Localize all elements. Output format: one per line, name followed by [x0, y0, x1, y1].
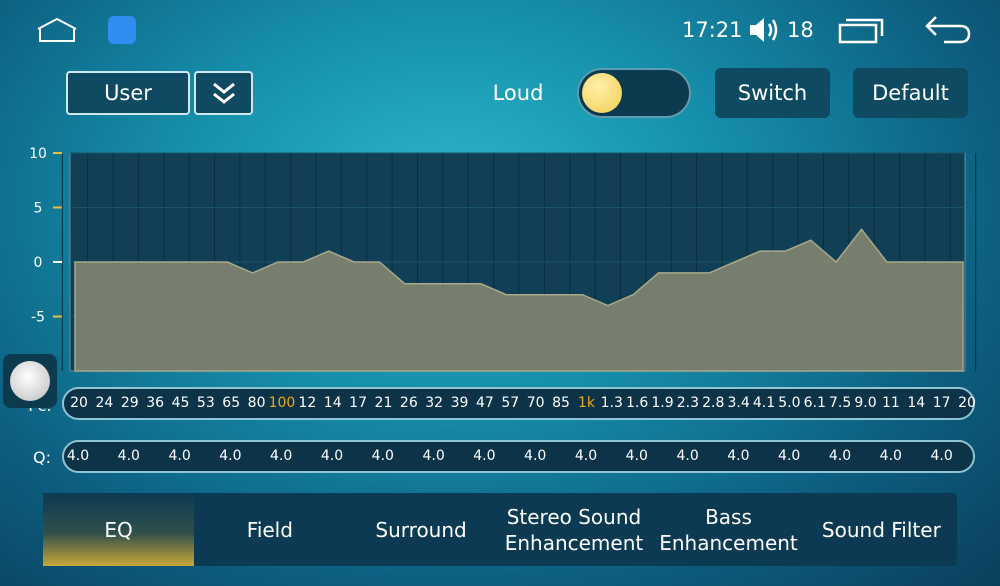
frequency-label: 47	[476, 395, 494, 411]
frequency-label: 3.4	[727, 395, 750, 411]
app-icon[interactable]	[108, 16, 136, 44]
loud-toggle[interactable]	[577, 68, 691, 118]
frequency-label: 20	[70, 395, 88, 411]
q-value[interactable]: 4.0	[422, 448, 445, 464]
frequency-label: 17	[932, 395, 951, 411]
frequency-label: 7.5	[829, 395, 852, 411]
frequency-label: 9.0	[854, 395, 877, 411]
preset-dropdown[interactable]	[194, 71, 253, 115]
frequency-label: 80	[247, 395, 266, 411]
y-tick-label: 0	[34, 255, 43, 271]
frequency-label: 26	[399, 395, 418, 411]
recent-icon[interactable]	[838, 16, 884, 44]
tab[interactable]: EQ	[43, 493, 195, 566]
q-value[interactable]: 4.0	[524, 448, 547, 464]
frequency-label: 20	[958, 395, 976, 411]
q-value[interactable]: 4.0	[879, 448, 902, 464]
frequency-label: 14	[907, 395, 926, 411]
tab[interactable]: Sound Filter	[821, 517, 941, 542]
assist-button[interactable]	[3, 354, 57, 408]
frequency-label: 1.6	[626, 395, 649, 411]
q-value[interactable]: 4.0	[473, 448, 496, 464]
frequency-label: 36	[146, 395, 165, 411]
frequency-label: 57	[501, 395, 520, 411]
tab[interactable]: Stereo Sound Enhancement	[504, 504, 644, 555]
default-button[interactable]: Default	[853, 68, 968, 118]
frequency-label: 53	[196, 395, 215, 411]
frequency-label: 70	[526, 395, 545, 411]
q-value[interactable]: 4.0	[371, 448, 394, 464]
q-value[interactable]: 4.0	[117, 448, 140, 464]
frequency-label: 2.3	[676, 395, 700, 411]
frequency-label: 2.8	[702, 395, 725, 411]
tab[interactable]: Field	[246, 517, 293, 542]
q-value[interactable]: 4.0	[676, 448, 699, 464]
preset-button[interactable]: User	[66, 71, 190, 115]
y-tick-label: -5	[31, 310, 45, 326]
frequency-label: 21	[374, 395, 393, 411]
frequency-label: 100	[268, 395, 296, 411]
frequency-label: 17	[349, 395, 367, 411]
q-value[interactable]: 4.0	[625, 448, 648, 464]
frequency-label: 14	[323, 395, 342, 411]
q-value[interactable]: 4.0	[778, 448, 801, 464]
q-value[interactable]: 4.0	[168, 448, 191, 464]
frequency-label: 45	[171, 395, 190, 411]
frequency-label: 12	[298, 395, 317, 411]
switch-button[interactable]: Switch	[715, 68, 830, 118]
frequency-label: 29	[120, 395, 139, 411]
q-value[interactable]: 4.0	[930, 448, 953, 464]
volume-icon	[750, 18, 778, 42]
frequency-label: 1.9	[651, 395, 674, 411]
tab-bar: EQ Field Surround Stereo Sound Enhancement B…	[43, 493, 957, 566]
volume-level: 18	[787, 18, 814, 42]
frequency-label: 24	[95, 395, 114, 411]
eq-curve	[74, 228, 964, 372]
loud-label: Loud	[492, 81, 544, 105]
frequency-label: 85	[552, 395, 570, 411]
q-value[interactable]: 4.0	[270, 448, 293, 464]
q-value[interactable]: 4.0	[66, 448, 90, 464]
frequency-label: 4.1	[752, 395, 776, 411]
frequency-label: 32	[425, 395, 444, 411]
clock: 17:21	[682, 18, 743, 42]
frequency-label: 11	[881, 395, 900, 411]
q-value[interactable]: 4.0	[828, 448, 852, 464]
q-row: 4.0 4.0 4.0 4.0 4.0 4.0 4.0 4.0 4.0 4.0 4.0 4.0 4.0 4…	[62, 440, 975, 473]
q-value[interactable]: 4.0	[320, 448, 344, 464]
frequency-row: 20 24 29 36 45 53 65 80 100 12 14 17 21 26 32 39 47 57 70 8…	[62, 387, 976, 420]
frequency-label: 1.3	[600, 395, 623, 411]
frequency-label: 1k	[577, 395, 595, 411]
y-tick-label: 5	[34, 201, 43, 217]
frequency-label: 65	[222, 395, 241, 411]
y-tick-label: 10	[29, 146, 47, 162]
q-label: Q:	[33, 448, 51, 467]
q-value[interactable]: 4.0	[219, 448, 242, 464]
back-icon[interactable]	[924, 14, 972, 44]
tab[interactable]: Surround	[375, 517, 467, 542]
q-value[interactable]: 4.0	[727, 448, 750, 464]
home-icon[interactable]	[36, 17, 78, 43]
tab[interactable]: Bass Enhancement	[659, 504, 798, 555]
frequency-label: 39	[450, 395, 469, 411]
frequency-label: 5.0	[778, 395, 801, 411]
q-value[interactable]: 4.0	[574, 448, 598, 464]
frequency-label: 6.1	[803, 395, 826, 411]
